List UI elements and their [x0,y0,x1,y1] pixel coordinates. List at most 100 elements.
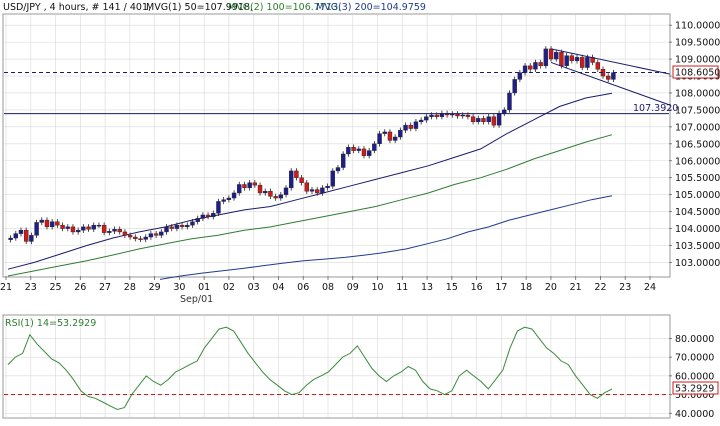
candle-up [283,187,289,195]
rsi-layer: 40.0000 50.0000 60.0000 70.0000 80.0000 [4,316,714,420]
candle-up [413,121,419,129]
candle-down [491,116,497,126]
candle-down [70,226,76,233]
candle-down [595,62,601,70]
price-tick-label: 104.5000 [675,207,720,218]
candle-up [91,224,96,230]
candle-up [564,55,569,67]
candle-down [179,224,185,228]
time-tick-label: 02 [223,282,235,293]
candle-up [460,114,465,117]
candle-up [148,233,154,238]
rsi-header: RSI(1) 14=53.2929 [5,318,96,329]
candle-up [522,65,528,73]
time-tick-label: 18 [520,282,532,293]
time-tick-label: 30 [173,282,185,293]
time-tick-label: 20 [545,282,557,293]
candle-up [18,230,24,234]
time-tick-label: 29 [149,282,161,293]
candle-up [372,143,377,151]
time-tick-label: 21 [570,282,582,293]
time-tick-label: 25 [49,282,61,293]
candle-down [548,48,554,60]
candle-up [216,201,221,214]
candle-down [205,214,211,217]
grid-layer [4,15,669,276]
candle-up [424,116,429,121]
candle-up [211,213,216,217]
trend-channel-line [550,61,671,106]
candle-down [351,146,356,151]
time-tick-label: 09 [347,282,359,293]
candle-up [418,119,424,122]
candle-up [200,214,206,219]
candle-up [543,48,549,67]
rsi-line [7,326,613,411]
candle-up [346,146,351,155]
candle-down [60,224,65,229]
candle-up [517,72,523,80]
candle-up [107,231,112,233]
candle-up [611,72,616,80]
candle-up [356,148,361,151]
candle-up [231,192,237,199]
candle-down [299,177,304,183]
time-x-axis: 21 23 25 26 27 28 29 30 01 02 03 04 06 08 09 10 11 13 15 16… [0,276,656,293]
candle-down [268,191,273,197]
price-tick-label: 108.0000 [675,88,720,99]
price-tick-label: 103.0000 [675,258,720,269]
header-ma1: MVG(1) 50=107.9918, [146,2,253,13]
time-tick-label: 16 [471,282,483,293]
candle-up [502,109,507,114]
time-tick-label: 17 [495,282,507,293]
header-ma2: MVG(2) 100=106.7713, [228,2,341,13]
candle-up [143,236,148,240]
price-tick-label: 105.5000 [675,173,720,184]
candle-down [133,236,138,239]
overlay-layer [4,48,671,115]
candle-up [403,124,408,131]
price-tick-label: 106.0000 [675,156,720,167]
time-tick-label: 10 [371,282,383,293]
header-instrument: USD/JPY , 4 hours, # 141 / 401, [3,2,151,13]
moving-average-line [7,92,613,270]
price-tick-label: 107.0000 [675,122,720,133]
candle-up [190,221,195,226]
time-tick-label: 04 [272,282,284,293]
time-tick-label: 01 [198,282,210,293]
candle-up [185,224,190,228]
candle-up [174,224,180,229]
header-ma3: MVG(3) 200=104.9759 [316,2,426,13]
candle-down [569,55,575,61]
candle-up [278,194,284,199]
candle-up [81,226,86,231]
candle-up [554,52,559,60]
candle-down [408,124,413,129]
candles-layer [8,46,616,245]
price-y-axis: 103.0000 103.5000 104.0000 104.5000 105.0000… [669,21,720,269]
candle-up [65,226,70,229]
candle-up [237,184,242,194]
support-price-label: 107.3920 [633,103,678,114]
candle-up [309,189,315,192]
time-tick-label: 22 [594,282,606,293]
time-tick-label: 15 [446,282,458,293]
candle-down [86,226,91,230]
time-tick-label: 28 [124,282,136,293]
candle-up [112,229,117,232]
candle-up [159,231,164,236]
candle-up [13,233,18,239]
candle-up [382,131,387,134]
time-tick-label: 27 [99,282,111,293]
candle-down [434,114,439,117]
candle-down [387,131,393,141]
candle-up [96,224,102,227]
candle-down [465,114,471,117]
current-price-label: 108.6050 [675,68,720,79]
candle-up [335,167,341,172]
candle-down [242,184,247,189]
price-tick-label: 103.5000 [675,241,720,252]
time-tick-label: 21 [0,282,12,293]
time-tick-label: 03 [248,282,260,293]
